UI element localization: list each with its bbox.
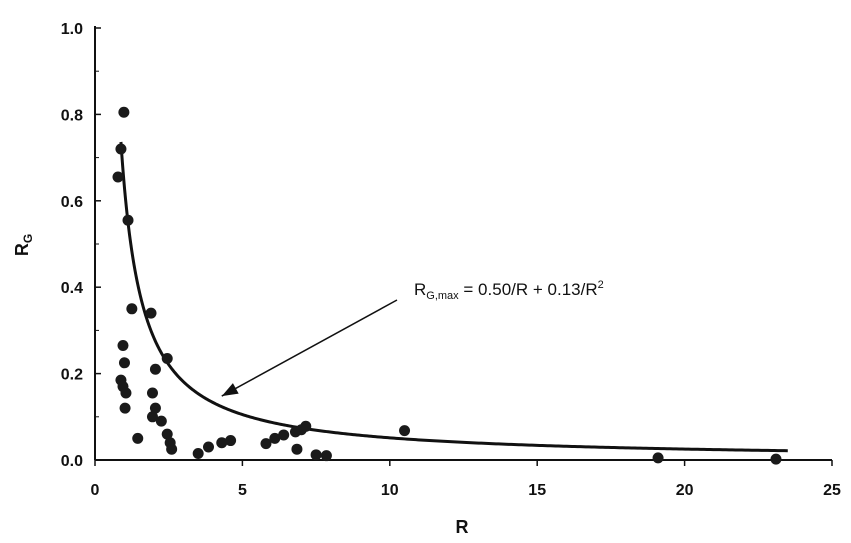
data-point (166, 443, 178, 455)
fit-curve (119, 141, 788, 453)
equation-lhs: R (414, 280, 426, 299)
data-point (291, 443, 303, 455)
equation-rhs-superscript: 2 (598, 279, 604, 291)
data-point (120, 387, 132, 399)
data-point (269, 432, 281, 444)
y-axis-title-main: R (12, 243, 32, 256)
annotation-arrow (221, 299, 398, 397)
equation-lhs-subscript: G,max (426, 290, 459, 302)
data-point (278, 429, 290, 441)
data-point (770, 453, 782, 465)
y-axis-title: RG (12, 234, 35, 256)
data-point (161, 352, 173, 364)
data-point (320, 450, 332, 462)
data-point (118, 106, 130, 118)
y-axis-ticks: 0.0 0.2 0.4 0.6 0.8 1.0 (61, 21, 101, 470)
y-tick-label: 0.0 (61, 453, 83, 470)
data-point (202, 441, 214, 453)
x-tick-label: 10 (381, 482, 399, 499)
data-point (132, 432, 144, 444)
data-points (112, 106, 782, 465)
x-tick-label: 5 (238, 482, 247, 499)
x-tick-label: 0 (91, 482, 100, 499)
y-axis-title-sub: G (21, 234, 35, 243)
data-point (192, 448, 204, 460)
data-point (119, 402, 131, 414)
data-point (260, 438, 272, 450)
x-tick-label: 15 (528, 482, 546, 499)
data-point (225, 435, 237, 447)
y-tick-label: 1.0 (61, 21, 83, 38)
data-point (115, 143, 127, 155)
data-point (300, 420, 312, 432)
data-point (149, 402, 161, 414)
data-point (161, 428, 173, 440)
data-point (118, 357, 130, 369)
equation-rhs: = 0.50/R + 0.13/R (459, 280, 598, 299)
y-tick-label: 0.2 (61, 367, 83, 384)
data-point (146, 387, 158, 399)
x-axis-title: R (456, 517, 469, 537)
x-tick-label: 25 (823, 482, 841, 499)
x-axis-ticks: 0 5 10 15 20 25 (91, 460, 841, 499)
data-point (122, 214, 134, 226)
data-point (149, 363, 161, 375)
axes (94, 26, 832, 461)
y-tick-label: 0.8 (61, 107, 83, 124)
data-point (216, 437, 228, 449)
data-point (126, 303, 138, 315)
data-point (146, 411, 158, 423)
data-point (112, 171, 124, 183)
y-tick-label: 0.6 (61, 194, 83, 211)
fit-equation-label: RG,max = 0.50/R + 0.13/R2 (414, 279, 604, 302)
data-point (155, 415, 167, 427)
data-point (310, 449, 322, 461)
y-tick-label: 0.4 (61, 280, 83, 297)
x-tick-label: 20 (676, 482, 694, 499)
arrow-head (221, 383, 239, 397)
data-point (652, 452, 664, 464)
data-point (399, 425, 411, 437)
data-point (145, 307, 157, 319)
arrow-shaft (221, 299, 398, 397)
data-point (117, 340, 129, 352)
